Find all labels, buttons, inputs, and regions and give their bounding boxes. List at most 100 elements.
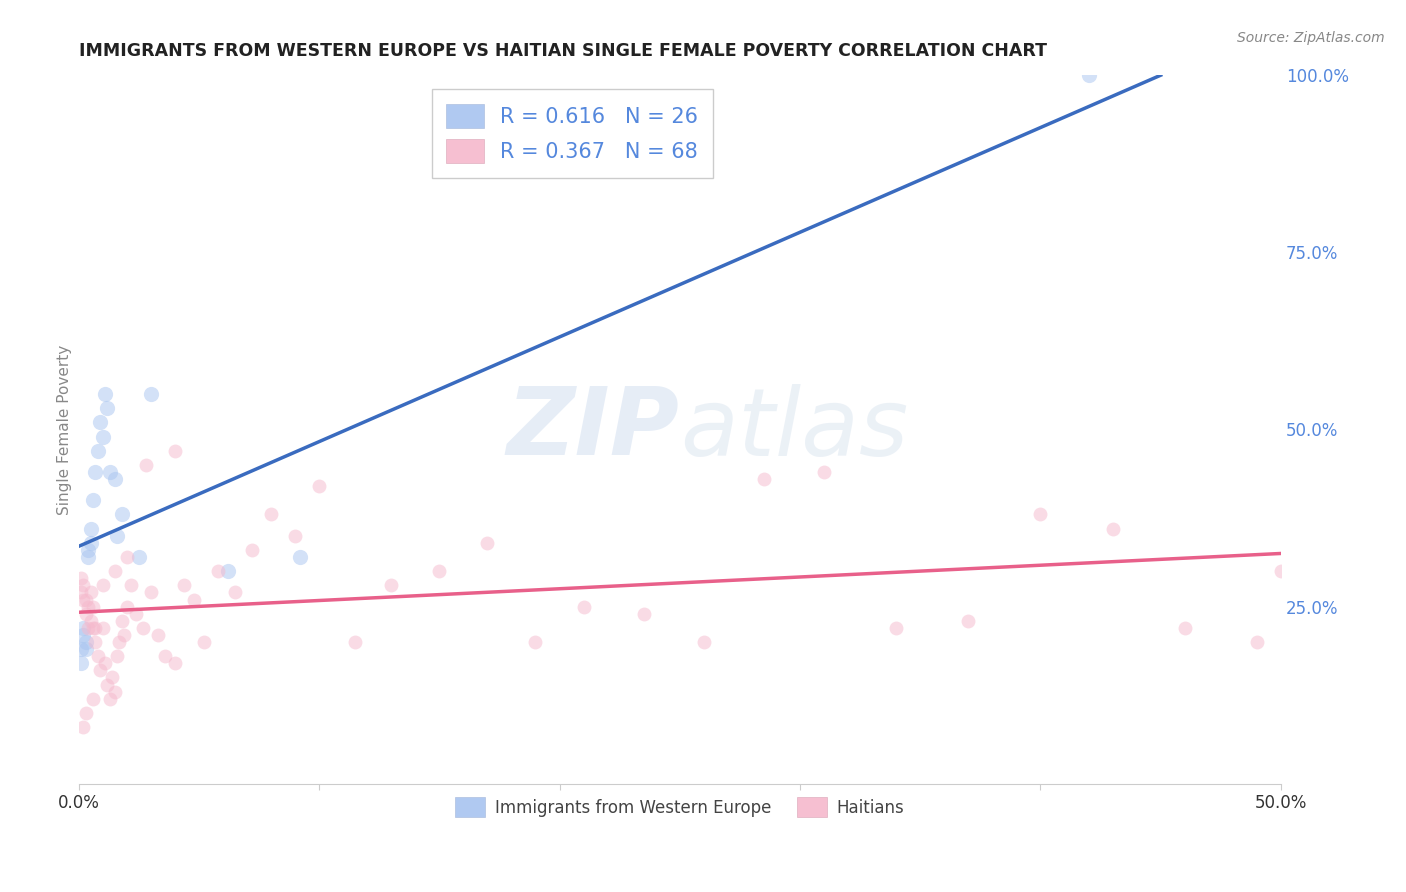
Text: atlas: atlas — [679, 384, 908, 475]
Point — [79, 585, 101, 599]
Point — [77, 549, 100, 564]
Point — [153, 649, 176, 664]
Point — [82, 621, 104, 635]
Point — [70, 642, 93, 657]
Point — [125, 607, 148, 621]
Point — [1270, 564, 1292, 578]
Point — [82, 691, 104, 706]
Point — [84, 465, 107, 479]
Text: Source: ZipAtlas.com: Source: ZipAtlas.com — [1237, 31, 1385, 45]
Point — [75, 592, 97, 607]
Point — [72, 628, 94, 642]
Point — [79, 614, 101, 628]
Point — [87, 443, 110, 458]
Point — [173, 578, 195, 592]
Point — [288, 549, 311, 564]
Point — [111, 614, 134, 628]
Point — [72, 720, 94, 734]
Point — [94, 657, 117, 671]
Point — [139, 387, 162, 401]
Point — [224, 585, 246, 599]
Point — [82, 493, 104, 508]
Point — [524, 635, 547, 649]
Point — [87, 649, 110, 664]
Point — [82, 599, 104, 614]
Point — [96, 677, 118, 691]
Point — [633, 607, 655, 621]
Point — [752, 472, 775, 486]
Point — [427, 564, 450, 578]
Point — [91, 429, 114, 443]
Point — [98, 465, 121, 479]
Point — [146, 628, 169, 642]
Point — [108, 635, 131, 649]
Point — [98, 691, 121, 706]
Point — [163, 443, 186, 458]
Point — [284, 529, 307, 543]
Point — [240, 543, 263, 558]
Point — [112, 628, 135, 642]
Point — [380, 578, 402, 592]
Point — [957, 614, 980, 628]
Point — [72, 578, 94, 592]
Point — [163, 657, 186, 671]
Point — [104, 684, 127, 698]
Point — [572, 599, 595, 614]
Point — [91, 578, 114, 592]
Point — [128, 549, 150, 564]
Point — [1246, 635, 1268, 649]
Point — [1029, 508, 1052, 522]
Point — [89, 664, 111, 678]
Point — [115, 599, 138, 614]
Point — [207, 564, 229, 578]
Point — [84, 621, 107, 635]
Point — [344, 635, 367, 649]
Point — [72, 621, 94, 635]
Legend: Immigrants from Western Europe, Haitians: Immigrants from Western Europe, Haitians — [447, 789, 912, 825]
Point — [79, 536, 101, 550]
Point — [884, 621, 907, 635]
Text: ZIP: ZIP — [508, 384, 679, 475]
Point — [260, 508, 283, 522]
Point — [70, 585, 93, 599]
Point — [70, 657, 93, 671]
Point — [77, 621, 100, 635]
Point — [104, 564, 127, 578]
Point — [1077, 68, 1099, 82]
Point — [96, 401, 118, 416]
Point — [308, 479, 330, 493]
Point — [75, 607, 97, 621]
Point — [101, 670, 124, 684]
Point — [72, 592, 94, 607]
Point — [70, 571, 93, 585]
Point — [217, 564, 239, 578]
Point — [94, 387, 117, 401]
Point — [105, 529, 128, 543]
Point — [813, 465, 835, 479]
Point — [477, 536, 499, 550]
Point — [135, 458, 157, 472]
Point — [1174, 621, 1197, 635]
Point — [89, 416, 111, 430]
Point — [104, 472, 127, 486]
Point — [75, 635, 97, 649]
Point — [91, 621, 114, 635]
Text: IMMIGRANTS FROM WESTERN EUROPE VS HAITIAN SINGLE FEMALE POVERTY CORRELATION CHAR: IMMIGRANTS FROM WESTERN EUROPE VS HAITIA… — [79, 42, 1046, 60]
Point — [115, 549, 138, 564]
Point — [75, 642, 97, 657]
Point — [183, 592, 205, 607]
Point — [105, 649, 128, 664]
Point — [111, 508, 134, 522]
Point — [132, 621, 155, 635]
Point — [77, 543, 100, 558]
Point — [693, 635, 716, 649]
Y-axis label: Single Female Poverty: Single Female Poverty — [58, 344, 72, 515]
Point — [77, 599, 100, 614]
Point — [1101, 522, 1123, 536]
Point — [84, 635, 107, 649]
Point — [75, 706, 97, 720]
Point — [79, 522, 101, 536]
Point — [139, 585, 162, 599]
Point — [193, 635, 215, 649]
Point — [121, 578, 143, 592]
